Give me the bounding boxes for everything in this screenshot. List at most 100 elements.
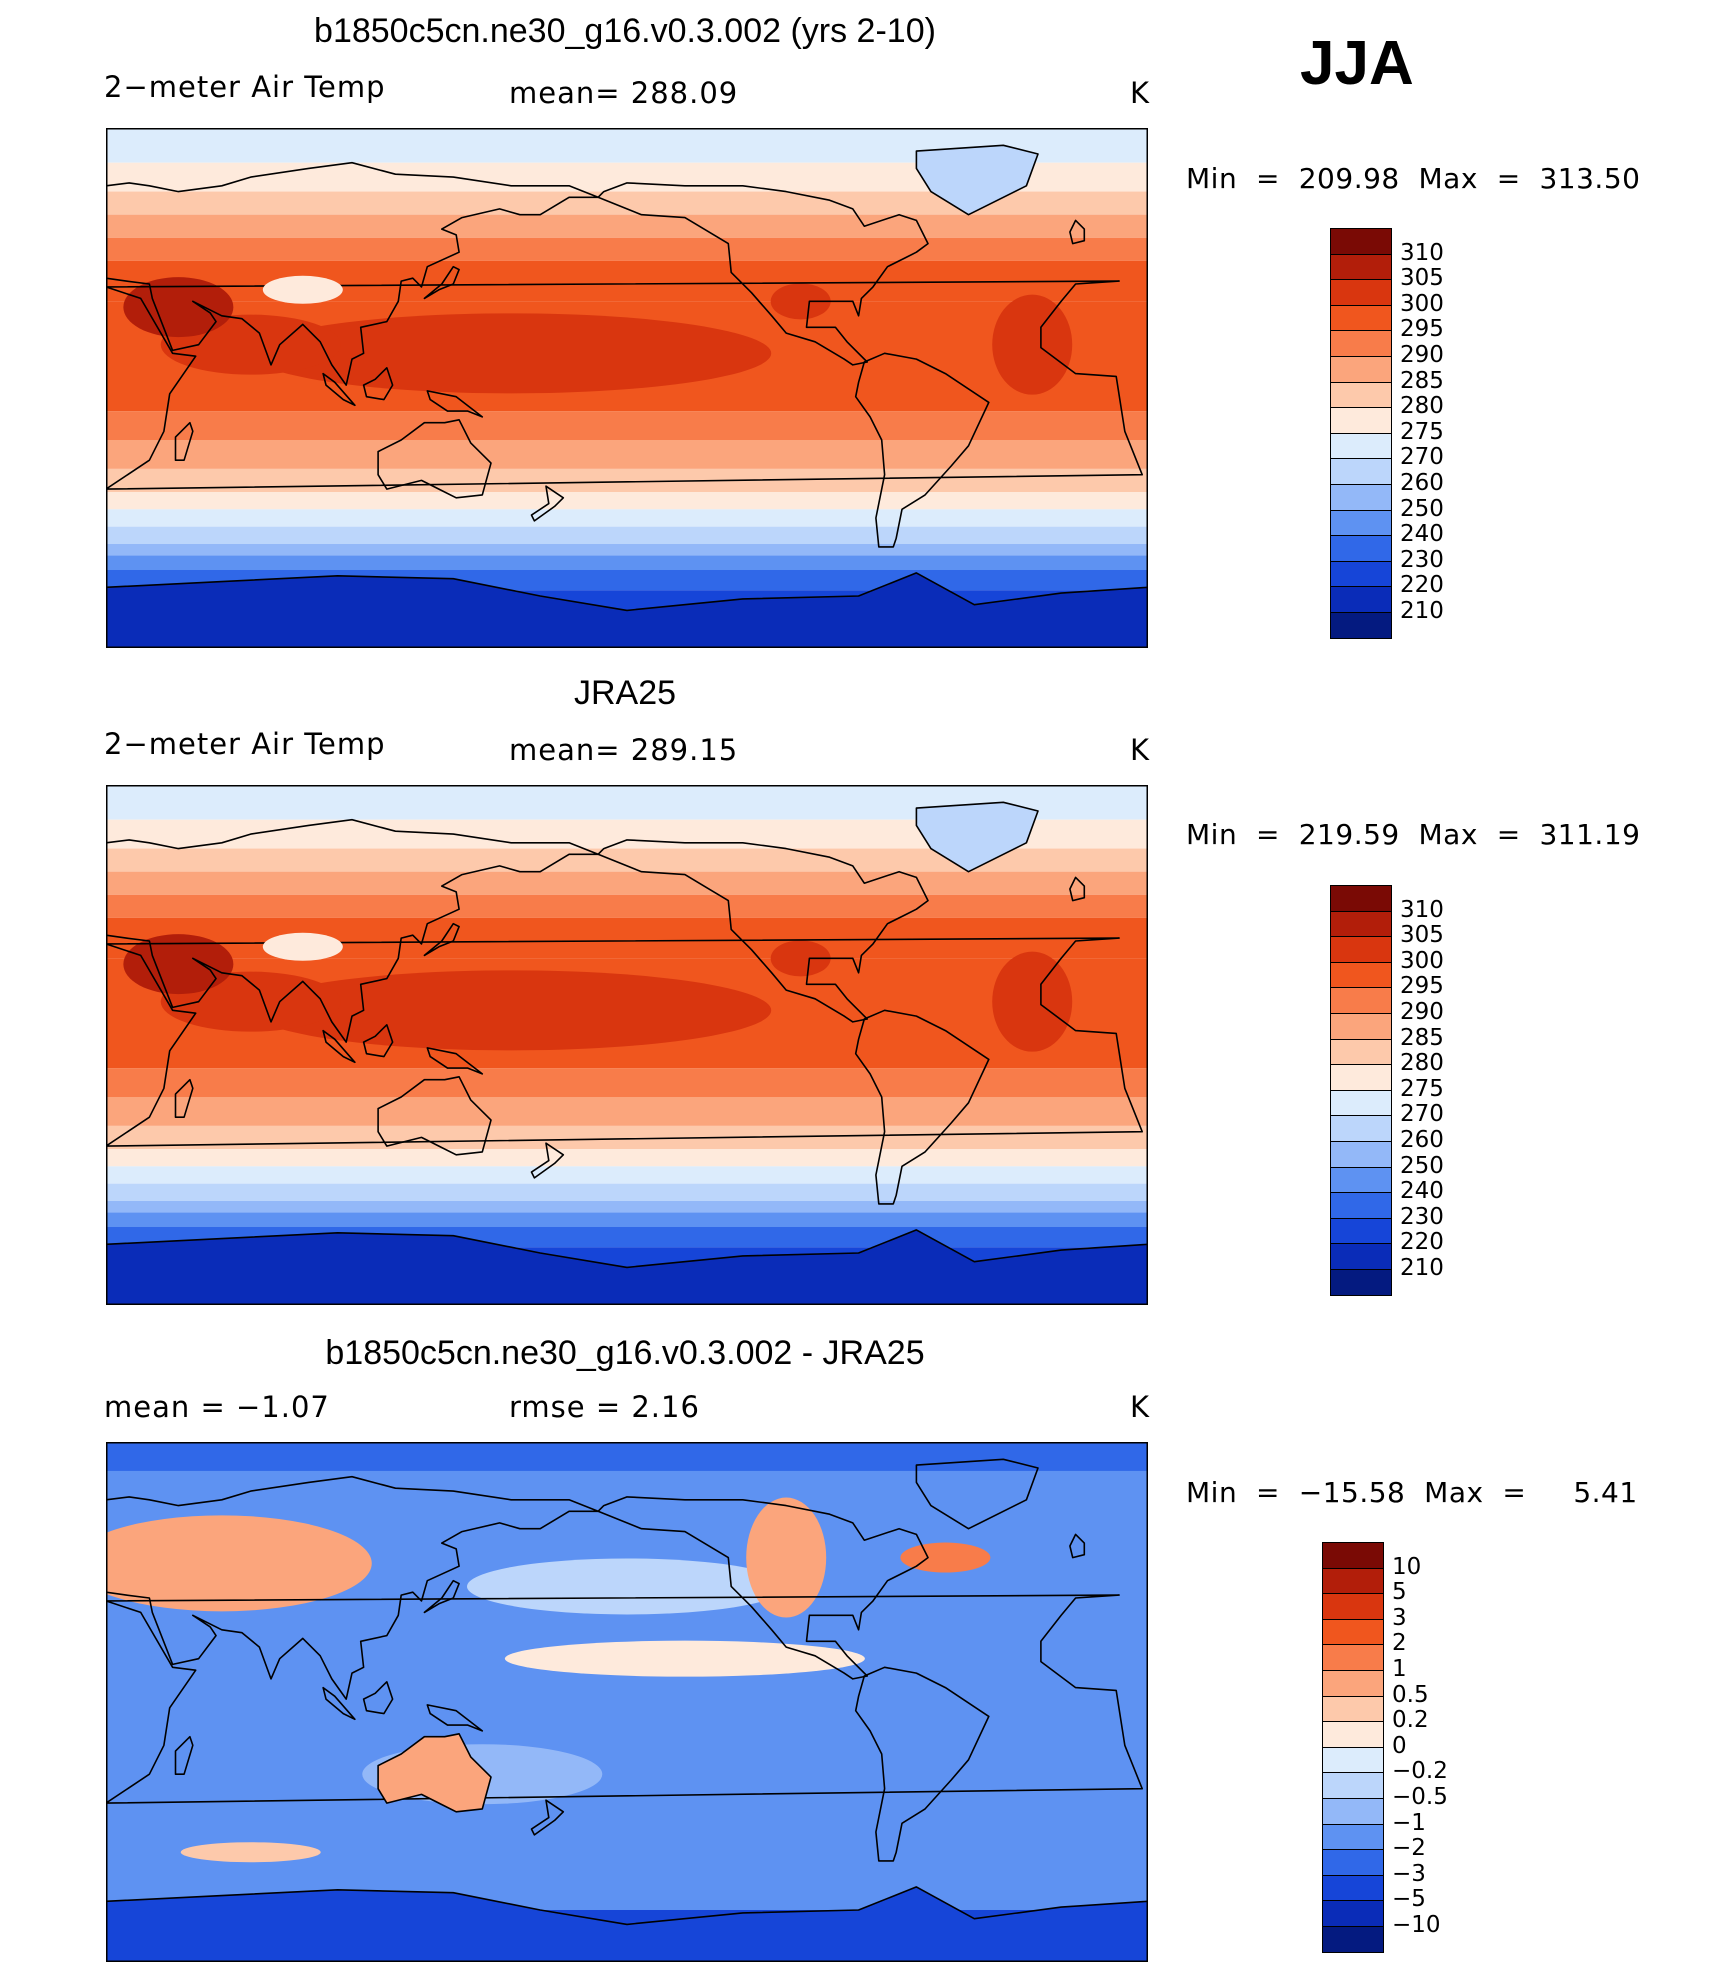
field-band (106, 1068, 1148, 1097)
panel-2-variable: 2−meter Air Temp (104, 727, 386, 761)
coastline-greenland (915, 801, 1039, 873)
colorbar-box (1330, 1013, 1392, 1040)
coastline-greenland (915, 144, 1039, 216)
coastline-samerica (854, 1666, 990, 1862)
colorbar-box (1322, 1874, 1384, 1902)
colorbar-box (1322, 1823, 1384, 1851)
coastline-borneo (362, 1024, 394, 1058)
colorbar-label: 220 (1400, 572, 1444, 599)
hot-region (770, 283, 831, 320)
panel-2-mean: mean= 289.15 (509, 733, 739, 767)
diff-blob (746, 1497, 827, 1618)
panel-2-title: JRA25 (573, 674, 677, 712)
colorbar-box (1330, 458, 1392, 485)
colorbar-label: 240 (1400, 521, 1444, 548)
colorbar-box (1322, 1772, 1384, 1799)
field-band (106, 1183, 1148, 1201)
field-band (106, 526, 1148, 544)
colorbar-label: 260 (1400, 1127, 1444, 1153)
field-band (106, 1125, 1148, 1149)
colorbar-label: 220 (1400, 1229, 1444, 1256)
field-band (106, 1442, 1148, 1471)
panel-2-minmax: Min = 219.59 Max = 311.19 (1186, 818, 1641, 851)
coastline-namerica (597, 182, 929, 366)
colorbar-label: 310 (1400, 239, 1444, 266)
coastline-greenland (915, 1458, 1039, 1530)
coastline-japan (423, 1579, 460, 1614)
colorbar-label: 285 (1400, 1024, 1444, 1051)
tibetan-plateau (262, 932, 343, 961)
colorbar-label: 285 (1400, 367, 1444, 394)
colorbar-box (1330, 1064, 1392, 1091)
colorbar-label: 0.5 (1392, 1681, 1429, 1708)
colorbar-box (1330, 381, 1392, 409)
colorbar-label: 270 (1400, 1101, 1444, 1128)
colorbar-box (1322, 1618, 1384, 1646)
colorbar-box (1330, 432, 1392, 460)
colorbar-box (1330, 484, 1392, 511)
colorbar-label: 275 (1400, 418, 1444, 445)
colorbar-box (1330, 560, 1392, 588)
season-label: JJA (1300, 29, 1414, 98)
coastline-nz (530, 485, 565, 522)
colorbar-label: 305 (1400, 922, 1444, 949)
colorbar-box (1322, 1798, 1384, 1825)
colorbar-box (1330, 910, 1392, 938)
panel-3-minmax: Min = −15.58 Max = 5.41 (1186, 1476, 1638, 1509)
tibetan-plateau (262, 275, 343, 304)
colorbar-label: 210 (1400, 598, 1444, 624)
field-band (106, 544, 1148, 556)
coastline-nz (530, 1799, 565, 1836)
map-frame (106, 128, 1148, 648)
coastline-nz (530, 1142, 565, 1179)
colorbar-box (1330, 1269, 1392, 1296)
colorbar-box (1330, 1243, 1392, 1270)
field-band (106, 509, 1148, 527)
colorbar-label: 240 (1400, 1178, 1444, 1205)
colorbar-label: 260 (1400, 470, 1444, 496)
field-band (106, 894, 1148, 918)
colorbar-box (1322, 1900, 1384, 1927)
colorbar-label: −3 (1392, 1860, 1426, 1887)
coastline-newguinea (426, 1704, 484, 1732)
panel-3-rmse: rmse = 2.16 (509, 1390, 700, 1424)
field-band (106, 1201, 1148, 1213)
colorbar-label: −10 (1392, 1912, 1441, 1938)
colorbar-label: 250 (1400, 495, 1444, 522)
colorbar-box (1322, 1644, 1384, 1671)
colorbar-label: 305 (1400, 265, 1444, 292)
field-band (106, 468, 1148, 492)
colorbar-label: −0.5 (1392, 1784, 1448, 1810)
field-band (106, 871, 1148, 895)
colorbar-box (1330, 1166, 1392, 1194)
coastline-africa (106, 1594, 1143, 1804)
coastline-japan (423, 265, 460, 300)
coastline-samerica (854, 352, 990, 548)
field-band (106, 1097, 1148, 1126)
colorbar-box (1330, 407, 1392, 434)
panel-1-units: K (1130, 76, 1151, 110)
colorbar-box (1330, 279, 1392, 306)
colorbar-label: 0 (1392, 1732, 1407, 1759)
field-band (106, 214, 1148, 238)
coastline-namerica (597, 1496, 929, 1680)
colorbar-box (1330, 304, 1392, 332)
colorbar-label: 310 (1400, 896, 1444, 923)
colorbar-label: 250 (1400, 1152, 1444, 1179)
coastline-eurasia (106, 161, 599, 386)
colorbar-label: 230 (1400, 1203, 1444, 1230)
colorbar-box (1330, 228, 1392, 255)
colorbar-label: 10 (1392, 1553, 1422, 1580)
coastline-antarctica (106, 572, 1148, 648)
colorbar-box (1330, 586, 1392, 613)
coastline-madagascar (174, 1078, 194, 1119)
panel-1-map (106, 128, 1148, 648)
panel-2-units: K (1130, 733, 1151, 767)
colorbar-box (1330, 612, 1392, 639)
colorbar-label: −1 (1392, 1809, 1426, 1836)
colorbar-label: −2 (1392, 1835, 1426, 1862)
field-band (106, 440, 1148, 469)
coastline-australia (377, 418, 492, 499)
colorbar-box (1330, 961, 1392, 989)
coastline-uk (1069, 1533, 1086, 1559)
